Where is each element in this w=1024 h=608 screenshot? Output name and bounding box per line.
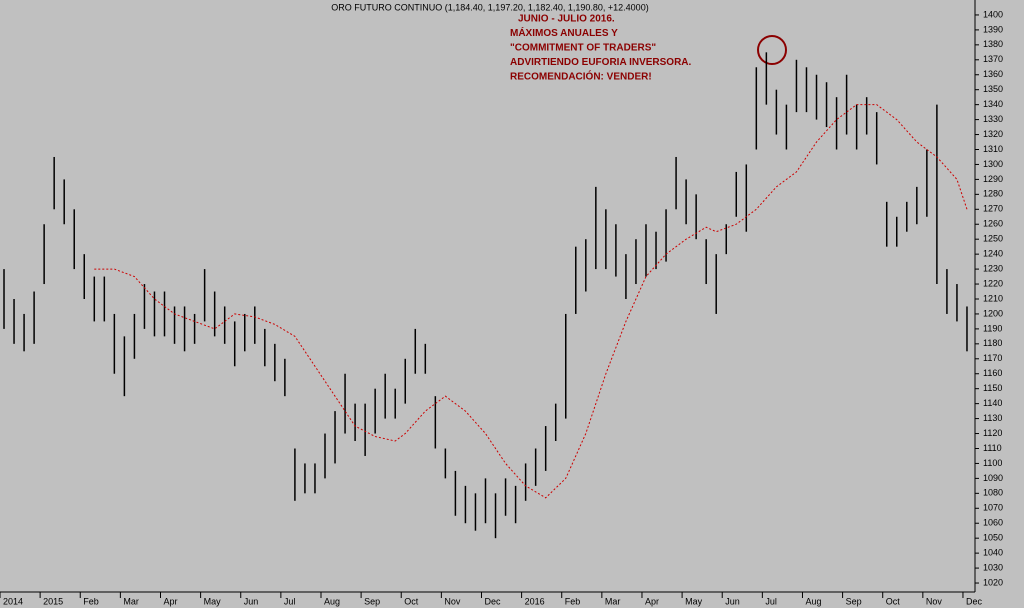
x-tick-label: Aug <box>805 596 821 606</box>
y-tick-label: 1310 <box>983 144 1003 154</box>
y-tick-label: 1340 <box>983 99 1003 109</box>
y-tick-label: 1400 <box>983 9 1003 19</box>
y-tick-label: 1070 <box>983 503 1003 513</box>
x-tick-label: 2016 <box>525 596 545 606</box>
x-tick-label: Sep <box>846 596 862 606</box>
x-tick-label: Jul <box>284 596 296 606</box>
x-tick-label: Aug <box>324 596 340 606</box>
y-tick-label: 1200 <box>983 308 1003 318</box>
y-tick-label: 1230 <box>983 263 1003 273</box>
y-tick-label: 1110 <box>983 443 1002 453</box>
x-tick-label: Nov <box>444 596 461 606</box>
y-tick-label: 1150 <box>983 383 1002 393</box>
y-tick-label: 1390 <box>983 24 1003 34</box>
y-tick-label: 1260 <box>983 219 1003 229</box>
x-tick-label: Jul <box>765 596 777 606</box>
x-tick-label: Mar <box>123 596 139 606</box>
x-tick-label: Jun <box>244 596 259 606</box>
y-tick-label: 1120 <box>983 428 1002 438</box>
y-tick-label: 1320 <box>983 129 1003 139</box>
y-tick-label: 1180 <box>983 338 1002 348</box>
y-tick-label: 1240 <box>983 249 1003 259</box>
y-tick-label: 1380 <box>983 39 1003 49</box>
moving-average <box>94 104 968 499</box>
x-tick-label: Apr <box>645 596 659 606</box>
x-tick-label: 2014 <box>3 596 23 606</box>
y-tick-label: 1050 <box>983 533 1003 543</box>
x-tick-label: Dec <box>484 596 501 606</box>
y-tick-label: 1100 <box>983 458 1002 468</box>
x-tick-label: Oct <box>404 596 419 606</box>
y-tick-label: 1040 <box>983 548 1003 558</box>
x-tick-label: Feb <box>83 596 99 606</box>
x-tick-label: Mar <box>605 596 621 606</box>
highlight-circle <box>757 35 787 65</box>
y-tick-label: 1330 <box>983 114 1003 124</box>
x-tick-label: Dec <box>966 596 983 606</box>
x-tick-label: May <box>204 596 222 606</box>
y-tick-label: 1090 <box>983 473 1003 483</box>
x-tick-label: Jun <box>725 596 740 606</box>
x-tick-label: May <box>685 596 703 606</box>
y-tick-label: 1250 <box>983 234 1003 244</box>
y-tick-label: 1300 <box>983 159 1003 169</box>
y-tick-label: 1190 <box>983 323 1002 333</box>
y-tick-label: 1020 <box>983 577 1003 587</box>
chart-title: ORO FUTURO CONTINUO (1,184.40, 1,197.20,… <box>331 2 648 12</box>
y-tick-label: 1350 <box>983 84 1003 94</box>
y-tick-label: 1160 <box>983 368 1002 378</box>
y-tick-label: 1140 <box>983 398 1002 408</box>
y-tick-label: 1270 <box>983 204 1003 214</box>
x-tick-label: Oct <box>886 596 901 606</box>
y-tick-label: 1370 <box>983 54 1003 64</box>
y-tick-label: 1130 <box>983 413 1002 423</box>
y-tick-label: 1060 <box>983 518 1003 528</box>
y-tick-label: 1290 <box>983 174 1003 184</box>
x-tick-label: Sep <box>364 596 380 606</box>
annotation: "COMMITMENT OF TRADERS" <box>510 43 656 54</box>
x-tick-label: Nov <box>926 596 943 606</box>
y-tick-label: 1080 <box>983 488 1003 498</box>
y-tick-label: 1210 <box>983 293 1003 303</box>
y-tick-label: 1170 <box>983 353 1002 363</box>
annotation: RECOMENDACIÓN: VENDER! <box>510 70 652 83</box>
annotation: JUNIO - JULIO 2016. <box>518 14 615 25</box>
x-tick-label: Apr <box>163 596 177 606</box>
annotation: ADVIRTIENDO EUFORIA INVERSORA. <box>510 57 692 68</box>
y-tick-label: 1280 <box>983 189 1003 199</box>
y-tick-label: 1030 <box>983 562 1003 572</box>
annotation: MÁXIMOS ANUALES Y <box>510 26 618 39</box>
y-tick-label: 1220 <box>983 278 1003 288</box>
x-tick-label: 2015 <box>43 596 63 606</box>
y-tick-label: 1360 <box>983 69 1003 79</box>
x-tick-label: Feb <box>565 596 581 606</box>
